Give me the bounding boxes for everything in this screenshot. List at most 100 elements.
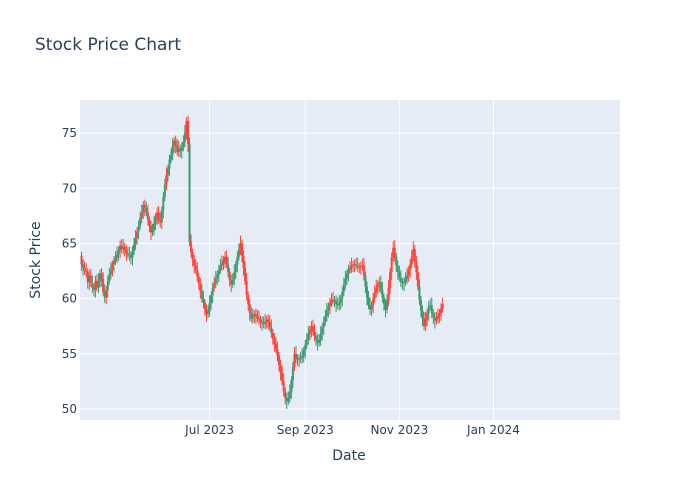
candle[interactable] xyxy=(196,262,199,282)
candle[interactable] xyxy=(270,319,273,339)
candle[interactable] xyxy=(149,220,152,241)
candle[interactable] xyxy=(413,245,416,268)
candle[interactable] xyxy=(322,316,325,336)
candle[interactable] xyxy=(423,311,426,331)
candle[interactable] xyxy=(359,261,362,275)
candle[interactable] xyxy=(106,275,109,298)
candle[interactable] xyxy=(244,261,247,285)
candle[interactable] xyxy=(137,220,140,240)
candle[interactable] xyxy=(299,351,302,364)
candle[interactable] xyxy=(86,268,89,289)
candle[interactable] xyxy=(353,259,356,273)
candle[interactable] xyxy=(94,275,97,298)
candle[interactable] xyxy=(287,391,290,406)
candle[interactable] xyxy=(296,354,299,366)
candle[interactable] xyxy=(168,154,171,177)
candle[interactable] xyxy=(214,270,217,289)
candle[interactable] xyxy=(328,297,331,315)
candle[interactable] xyxy=(177,140,180,158)
candle[interactable] xyxy=(344,270,347,290)
candle[interactable] xyxy=(220,255,223,271)
candle[interactable] xyxy=(261,316,264,331)
candle[interactable] xyxy=(401,278,404,290)
candle[interactable] xyxy=(151,223,154,237)
candle[interactable] xyxy=(213,276,216,292)
candle[interactable] xyxy=(429,298,432,311)
candle[interactable] xyxy=(291,361,294,389)
candle[interactable] xyxy=(91,275,94,293)
candle[interactable] xyxy=(114,251,117,265)
candle[interactable] xyxy=(302,346,305,363)
candle[interactable] xyxy=(433,312,436,329)
candle[interactable] xyxy=(159,212,162,228)
candle[interactable] xyxy=(375,279,378,298)
candle[interactable] xyxy=(134,230,137,250)
candle[interactable] xyxy=(171,138,174,161)
candle[interactable] xyxy=(145,201,148,217)
candle[interactable] xyxy=(199,277,202,299)
candle[interactable] xyxy=(264,313,267,330)
candle[interactable] xyxy=(242,250,245,276)
candle[interactable] xyxy=(163,178,166,201)
candle[interactable] xyxy=(265,315,268,329)
candle[interactable] xyxy=(305,332,308,349)
candle[interactable] xyxy=(156,207,159,225)
candle[interactable] xyxy=(105,285,108,305)
candle[interactable] xyxy=(324,309,327,326)
candle[interactable] xyxy=(404,272,407,286)
candle[interactable] xyxy=(288,384,291,404)
candle[interactable] xyxy=(384,298,387,318)
candle[interactable] xyxy=(224,251,227,268)
candle[interactable] xyxy=(95,274,98,292)
candle[interactable] xyxy=(162,191,165,219)
candle[interactable] xyxy=(274,337,277,354)
candle[interactable] xyxy=(230,274,233,293)
candle[interactable] xyxy=(293,347,296,371)
candle[interactable] xyxy=(123,242,126,257)
candle[interactable] xyxy=(271,328,274,345)
candle[interactable] xyxy=(119,240,122,258)
candle[interactable] xyxy=(373,285,376,303)
candle[interactable] xyxy=(231,273,234,289)
candle[interactable] xyxy=(160,206,163,229)
candle[interactable] xyxy=(295,345,297,364)
candle[interactable] xyxy=(174,135,177,154)
candle[interactable] xyxy=(282,373,285,397)
candle[interactable] xyxy=(398,265,401,282)
candlestick-series[interactable] xyxy=(80,115,444,410)
candle[interactable] xyxy=(237,243,240,261)
candle[interactable] xyxy=(222,256,225,270)
candle[interactable] xyxy=(338,295,341,311)
candle[interactable] xyxy=(136,227,139,245)
candle[interactable] xyxy=(436,308,439,324)
candle[interactable] xyxy=(369,297,372,315)
candle[interactable] xyxy=(367,291,370,310)
candle[interactable] xyxy=(88,270,91,290)
candle[interactable] xyxy=(418,278,421,305)
candle[interactable] xyxy=(390,252,393,280)
candle[interactable] xyxy=(103,284,106,303)
candle[interactable] xyxy=(140,204,143,224)
candle[interactable] xyxy=(165,167,168,191)
candle[interactable] xyxy=(236,251,239,273)
candle[interactable] xyxy=(313,323,316,342)
candle[interactable] xyxy=(82,259,85,276)
candle[interactable] xyxy=(111,260,114,277)
candle[interactable] xyxy=(128,246,131,261)
candle[interactable] xyxy=(342,277,345,296)
candle[interactable] xyxy=(298,354,301,368)
candle[interactable] xyxy=(421,305,424,327)
candle[interactable] xyxy=(424,311,427,332)
candle[interactable] xyxy=(139,211,142,230)
candle[interactable] xyxy=(253,310,256,323)
candle[interactable] xyxy=(356,257,359,272)
candle[interactable] xyxy=(432,309,435,324)
candle[interactable] xyxy=(409,259,412,278)
candle[interactable] xyxy=(153,215,156,236)
candle[interactable] xyxy=(176,138,179,156)
candle[interactable] xyxy=(276,341,279,362)
candle[interactable] xyxy=(210,291,213,310)
candle[interactable] xyxy=(406,267,409,284)
candle[interactable] xyxy=(190,234,193,258)
candle[interactable] xyxy=(393,240,396,262)
